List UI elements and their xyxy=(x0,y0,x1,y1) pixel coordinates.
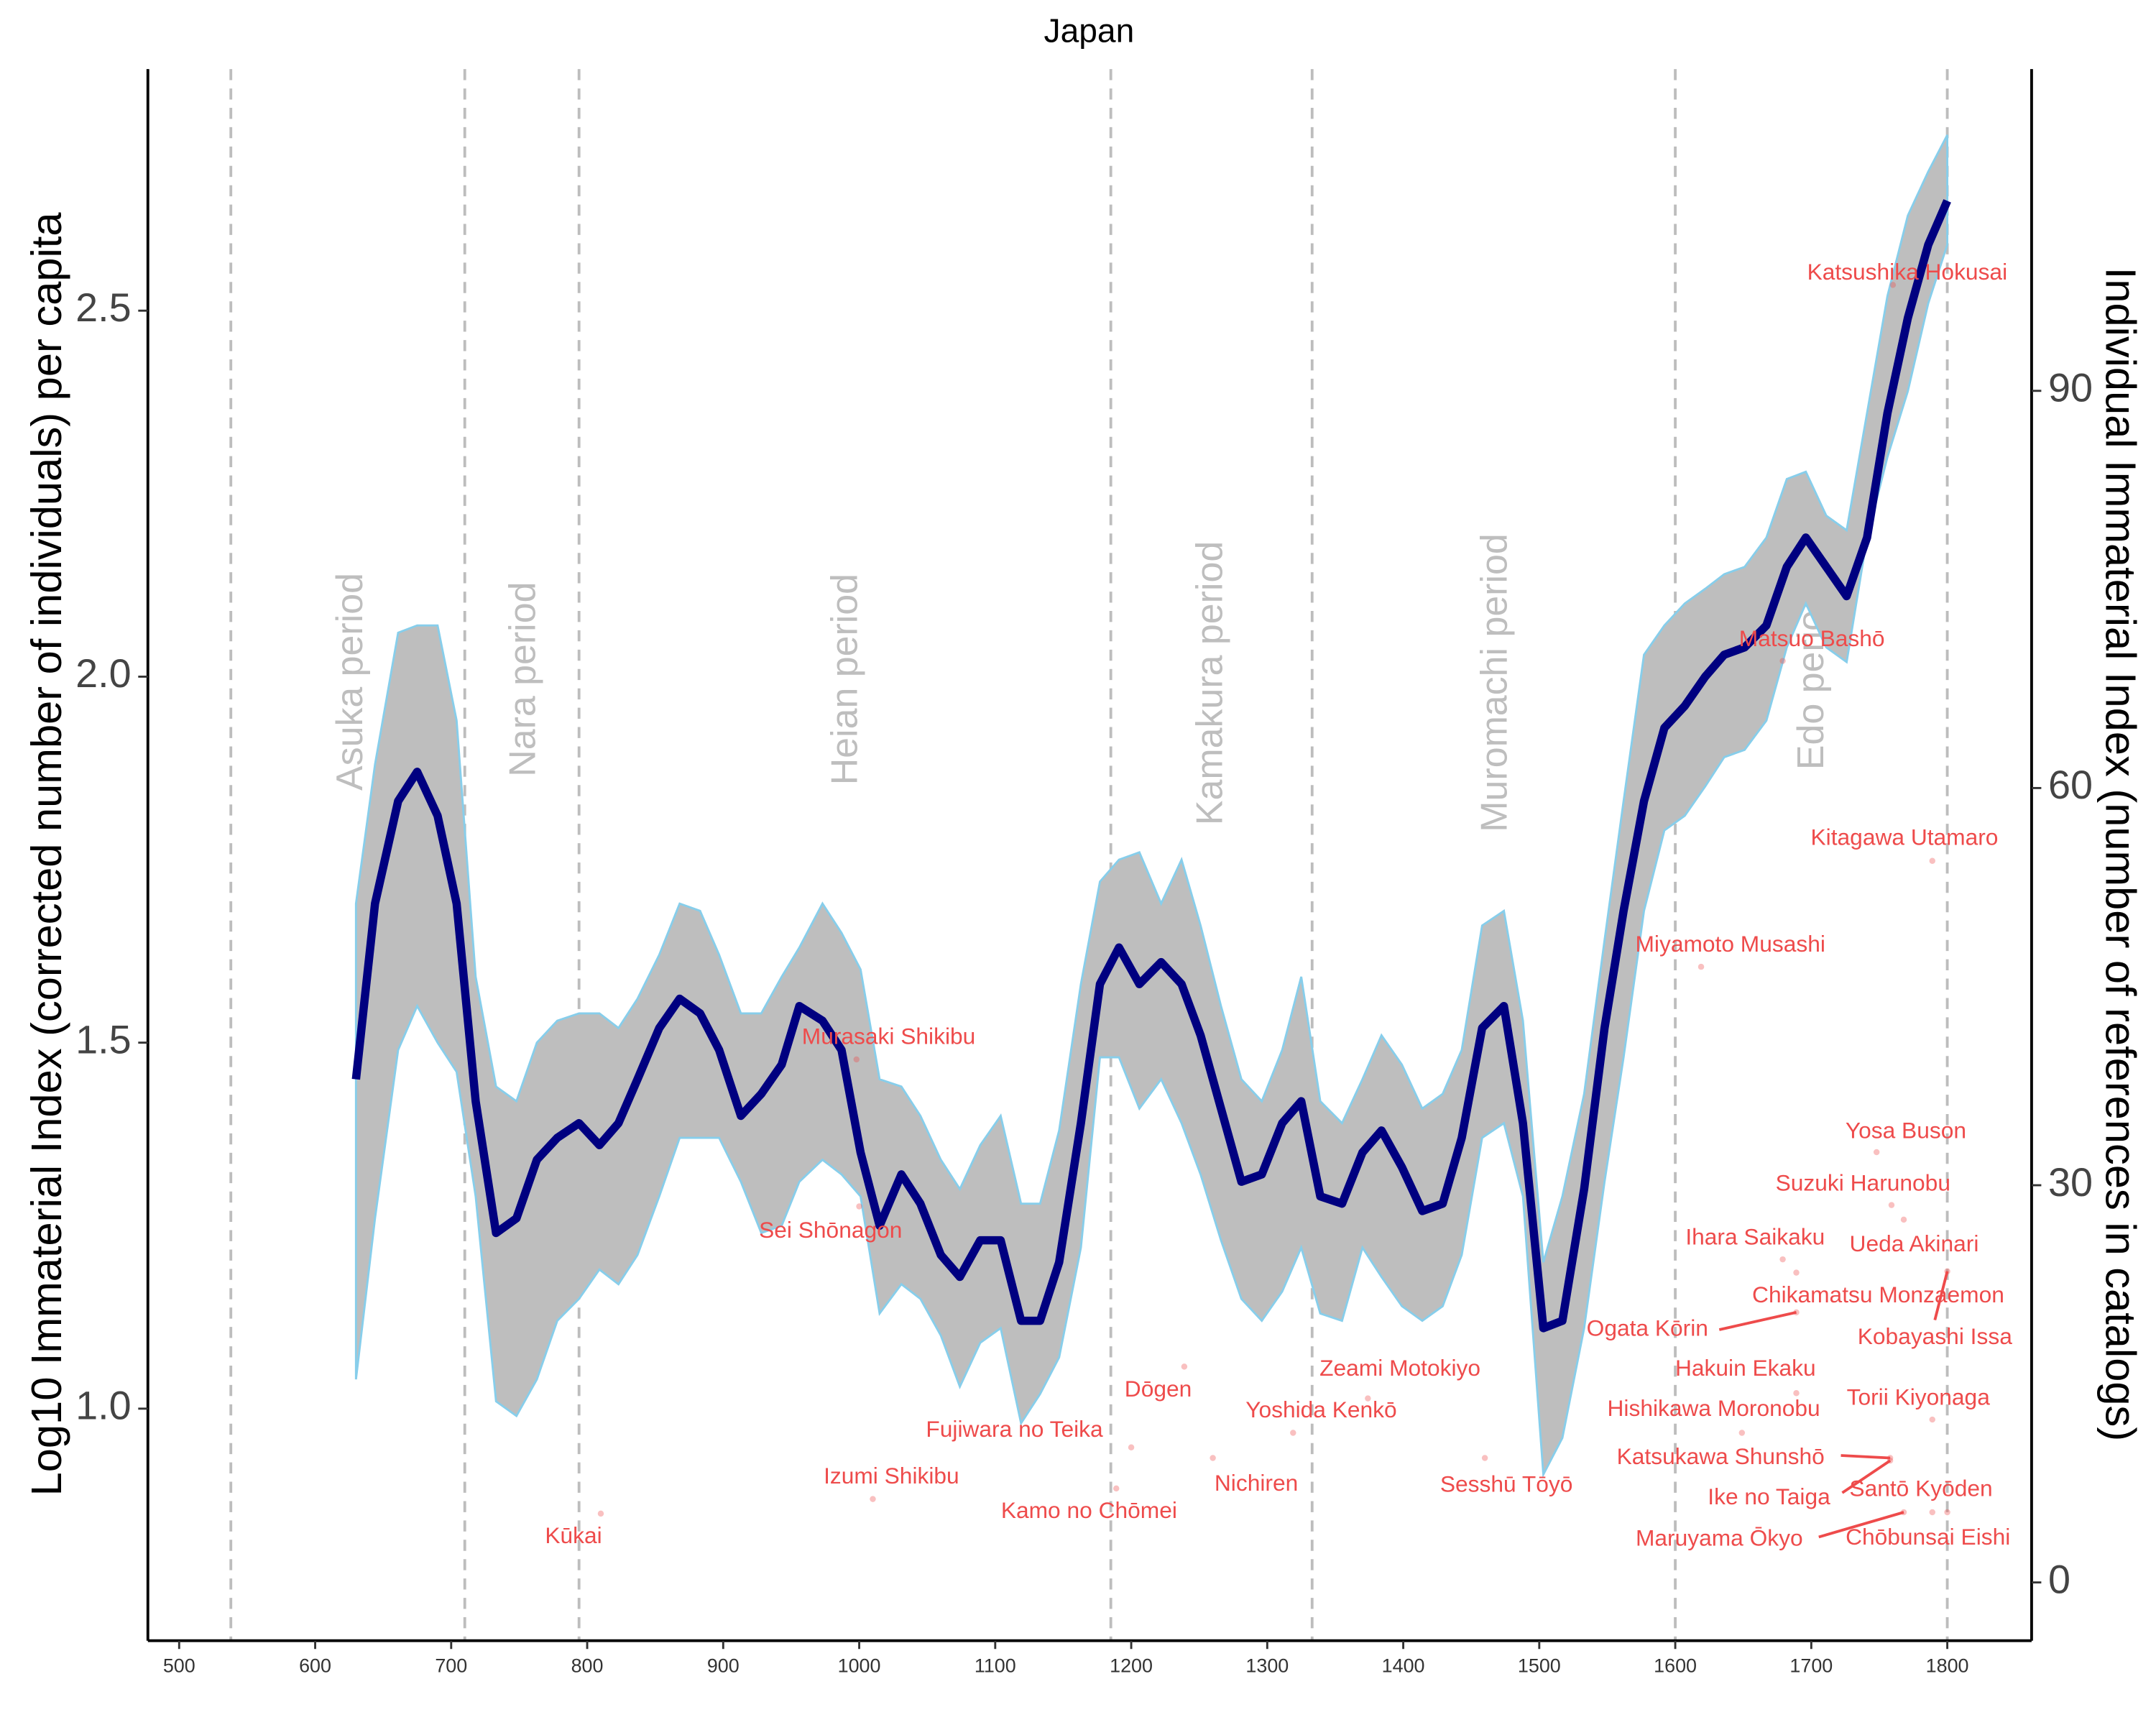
annotation-label: Maruyama Ōkyo xyxy=(1636,1525,1803,1551)
y2-axis-title: Individual Immaterial Index (number of r… xyxy=(2096,267,2145,1441)
annotation-label: Sesshū Tōyō xyxy=(1440,1471,1573,1497)
confidence-band xyxy=(354,134,1949,1478)
annotation-connector xyxy=(1841,1459,1892,1494)
annotation-label: Yoshida Kenkō xyxy=(1245,1397,1396,1422)
period-label: Kamakura period xyxy=(1189,541,1230,825)
annotation-point xyxy=(1128,1444,1135,1450)
annotation-point xyxy=(1793,1269,1800,1276)
annotation-connector xyxy=(1841,1454,1891,1460)
annotation-point xyxy=(856,1203,862,1210)
annotation-point xyxy=(1779,1256,1786,1263)
annotation-label: Ueda Akinari xyxy=(1850,1230,1979,1256)
annotation-point xyxy=(853,1056,860,1063)
annotation-point xyxy=(1113,1485,1120,1492)
annotation-label: Murasaki Shikibu xyxy=(802,1024,976,1049)
period-label: Heian period xyxy=(824,574,866,785)
annotation-label: Matsuo Bashō xyxy=(1739,625,1885,651)
annotation-label: Santō Kyōden xyxy=(1849,1475,1992,1501)
annotation-label: Katsushika Hokusai xyxy=(1807,259,2008,285)
annotation-label: Hakuin Ekaku xyxy=(1675,1355,1816,1381)
annotation-label: Miyamoto Musashi xyxy=(1635,931,1825,957)
y-tick-label: 1.0 xyxy=(75,1384,132,1428)
annotation-label: Kamo no Chōmei xyxy=(1001,1497,1177,1523)
x-tick-label: 1400 xyxy=(1382,1655,1425,1676)
annotation-point xyxy=(1889,282,1897,288)
annotation-label: Sei Shōnagon xyxy=(759,1217,902,1243)
annotation-point xyxy=(1886,1455,1894,1461)
annotation-label: Nichiren xyxy=(1215,1470,1298,1496)
annotation-label: Kitagawa Utamaro xyxy=(1811,824,1999,850)
x-tick-label: 1700 xyxy=(1789,1655,1833,1676)
y-tick-label: 2.5 xyxy=(75,285,132,330)
annotation-point xyxy=(1929,857,1935,864)
x-tick-label: 1300 xyxy=(1245,1655,1289,1676)
annotation-point xyxy=(1738,1430,1746,1436)
annotation-label: Chōbunsai Eishi xyxy=(1846,1524,2010,1550)
x-tick-label: 1800 xyxy=(1926,1655,1969,1676)
annotation-point xyxy=(1697,963,1705,970)
annotation-point xyxy=(1481,1455,1488,1461)
annotation-point xyxy=(1210,1455,1216,1461)
y-tick-label: 2.0 xyxy=(75,651,132,696)
annotation-label: Izumi Shikibu xyxy=(824,1463,959,1489)
annotation-connector xyxy=(1818,1511,1904,1539)
x-tick-label: 1500 xyxy=(1518,1655,1561,1676)
x-tick-label: 700 xyxy=(435,1655,467,1676)
annotation-label: Katsukawa Shunshō xyxy=(1617,1443,1825,1469)
annotation-label: Kobayashi Issa xyxy=(1858,1323,2012,1349)
annotation-label: Dōgen xyxy=(1125,1376,1192,1402)
annotation-point xyxy=(1944,1509,1950,1516)
annotation-label: Chikamatsu Monzaemon xyxy=(1752,1282,2004,1307)
x-tick-label: 1000 xyxy=(838,1655,881,1676)
annotation-point xyxy=(1873,1149,1880,1156)
y2-tick-label: 0 xyxy=(2048,1557,2070,1601)
annotation-point xyxy=(1365,1395,1371,1402)
period-label: Muromachi period xyxy=(1473,533,1515,832)
period-label: Asuka period xyxy=(329,573,371,791)
y2-tick-label: 60 xyxy=(2048,763,2093,807)
annotation-label: Zeami Motokiyo xyxy=(1319,1355,1480,1381)
annotation-point xyxy=(1929,1416,1935,1423)
x-tick-label: 900 xyxy=(707,1655,740,1676)
annotation-label: Torii Kiyonaga xyxy=(1847,1384,1991,1410)
annotation-point xyxy=(870,1496,876,1502)
x-tick-label: 1600 xyxy=(1654,1655,1697,1676)
annotation-connector xyxy=(1933,1271,1949,1321)
annotation-point xyxy=(597,1510,604,1517)
annotation-point xyxy=(1793,1389,1800,1397)
annotation-point xyxy=(1888,1202,1895,1208)
mean-line xyxy=(351,199,1951,1333)
annotation-label: Fujiwara no Teika xyxy=(926,1416,1103,1442)
annotation-point xyxy=(1900,1216,1907,1223)
annotation-point xyxy=(1779,658,1786,664)
y2-tick-label: 90 xyxy=(2048,366,2093,410)
y2-tick-label: 30 xyxy=(2048,1160,2093,1205)
annotation-label: Ike no Taiga xyxy=(1708,1484,1830,1509)
annotation-label: Yosa Buson xyxy=(1846,1117,1966,1143)
annotation-label: Hishikawa Moronobu xyxy=(1608,1395,1820,1421)
annotation-label: Suzuki Harunobu xyxy=(1776,1169,1950,1195)
x-tick-label: 1200 xyxy=(1110,1655,1153,1676)
y-axis-title: Log10 Immaterial Index (corrected number… xyxy=(22,212,70,1496)
y-tick-label: 1.5 xyxy=(75,1017,132,1062)
annotation-point xyxy=(1181,1363,1188,1370)
x-tick-label: 800 xyxy=(571,1655,604,1676)
annotation-point xyxy=(1290,1430,1296,1436)
chart-title: Japan xyxy=(1044,12,1135,49)
annotation-label: Kūkai xyxy=(545,1522,602,1548)
annotation-point xyxy=(1929,1509,1935,1516)
x-tick-label: 500 xyxy=(163,1655,195,1676)
x-tick-label: 600 xyxy=(299,1655,331,1676)
period-label: Nara period xyxy=(502,582,543,777)
annotation-label: Ihara Saikaku xyxy=(1685,1223,1825,1249)
x-tick-label: 1100 xyxy=(975,1655,1016,1676)
annotation-label: Ogata Kōrin xyxy=(1587,1315,1708,1340)
annotation-connector xyxy=(1718,1310,1797,1331)
